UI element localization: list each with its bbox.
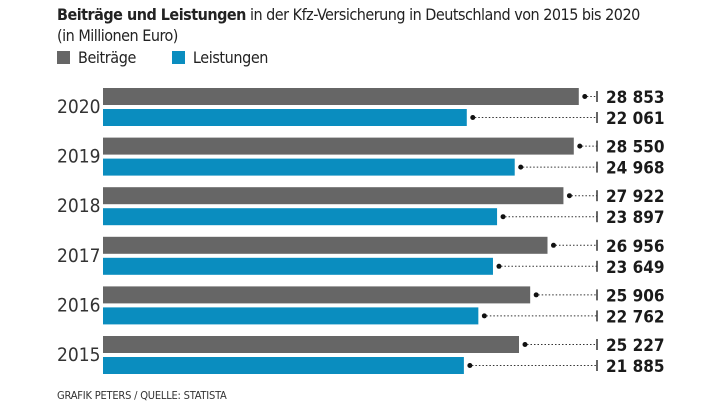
bar-beitraege [103, 137, 574, 155]
bar-leistungen [103, 158, 515, 176]
value-label: 28 853 [606, 88, 665, 108]
legend-item-leistungen: Leistungen [171, 48, 269, 67]
source-note: GRAFIK PETERS / QUELLE: STATISTA [57, 389, 227, 402]
year-label: 2016 [57, 294, 101, 316]
leader-dot [470, 115, 476, 120]
year-label: 2015 [57, 344, 101, 366]
year-label: 2018 [57, 195, 101, 217]
chart-title: Beiträge und Leistungen in der Kfz-Versi… [57, 4, 657, 46]
value-label: 28 550 [606, 138, 665, 158]
leader-dot [582, 94, 588, 99]
year-label: 2017 [57, 245, 101, 267]
value-label: 25 906 [606, 286, 665, 306]
legend-label-leistungen: Leistungen [192, 48, 269, 67]
value-label: 23 897 [606, 208, 665, 228]
bar-beitraege [103, 236, 548, 254]
value-label: 25 227 [606, 336, 665, 356]
leader-dot [577, 143, 583, 149]
legend-label-beitraege: Beiträge [78, 48, 136, 67]
leader-dot [522, 342, 528, 347]
bar-leistungen [103, 109, 467, 126]
leader-dot [496, 263, 502, 269]
year-label: 2019 [57, 146, 101, 168]
title-bold: Beiträge und Leistungen [57, 5, 246, 24]
bar-leistungen [103, 208, 498, 226]
legend: Beiträge Leistungen [57, 48, 304, 67]
legend-swatch-leistungen [171, 51, 185, 64]
leader-dot [566, 193, 572, 199]
leader-dot [518, 164, 524, 170]
value-label: 22 762 [606, 307, 665, 327]
value-label: 23 649 [606, 258, 665, 278]
bar-leistungen [103, 257, 493, 275]
bar-beitraege [103, 286, 531, 304]
legend-swatch-beitraege [57, 51, 70, 64]
leader-dot [551, 242, 557, 248]
value-label: 22 061 [606, 109, 665, 129]
bar-leistungen [103, 307, 479, 325]
leader-dot [467, 363, 473, 368]
leader-dot [533, 292, 539, 298]
title-rest: in der Kfz-Versicherung in Deutschland v… [57, 5, 640, 45]
bar-beitraege [103, 88, 579, 105]
bar-beitraege [103, 187, 564, 205]
bar-leistungen [103, 357, 464, 374]
legend-item-beitraege: Beiträge [57, 48, 136, 67]
leader-dot [500, 214, 506, 220]
value-label: 26 956 [606, 237, 665, 257]
value-label: 27 922 [606, 187, 665, 207]
year-label: 2020 [57, 96, 101, 118]
bar-beitraege [103, 336, 519, 353]
leader-dot [481, 313, 487, 319]
value-label: 21 885 [606, 357, 665, 377]
value-label: 24 968 [606, 159, 665, 179]
